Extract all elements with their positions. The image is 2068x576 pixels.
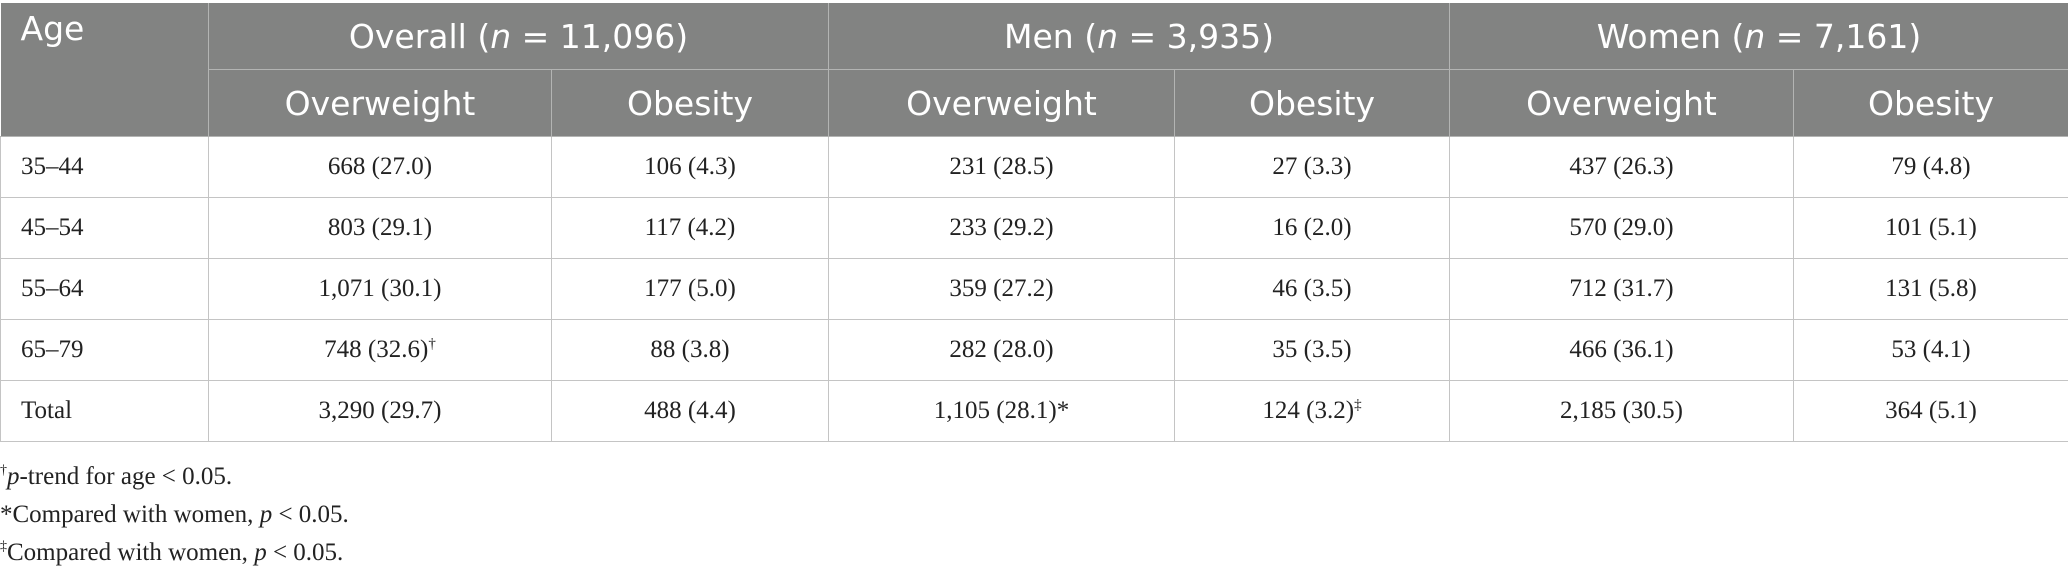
table-body: 35–44 668 (27.0) 106 (4.3) 231 (28.5) 27 (3.…	[0, 136, 2068, 442]
value-cell: 233 (29.2)	[828, 197, 1175, 259]
table-row: 45–54 803 (29.1) 117 (4.2) 233 (29.2) 16 (2.…	[0, 197, 2068, 259]
table-row: 65–79 748 (32.6)† 88 (3.8) 282 (28.0) 35 (3.…	[0, 319, 2068, 381]
value-cell: 668 (27.0)	[208, 136, 552, 198]
value-cell: 16 (2.0)	[1174, 197, 1450, 259]
footnote-marker: ‡	[1354, 397, 1362, 413]
value-cell: 117 (4.2)	[551, 197, 829, 259]
age-cell: 45–54	[0, 197, 209, 259]
subheader-overall-obesity: Obesity	[551, 69, 829, 137]
subheader-men-overweight: Overweight	[828, 69, 1175, 137]
cell-value: 748 (32.6)	[324, 336, 429, 363]
value-cell: 131 (5.8)	[1793, 258, 2068, 320]
group-header-overall: Overall (n = 11,096)	[208, 3, 829, 70]
cell-value: 437 (26.3)	[1569, 153, 1674, 180]
value-cell: 106 (4.3)	[551, 136, 829, 198]
footnotes: †p-trend for age < 0.05. *Compared with …	[0, 458, 349, 572]
age-cell: 55–64	[0, 258, 209, 320]
value-cell: 2,185 (30.5)	[1449, 380, 1794, 442]
value-cell: 570 (29.0)	[1449, 197, 1794, 259]
group-header-women: Women (n = 7,161)	[1449, 3, 2068, 70]
value-cell: 3,290 (29.7)	[208, 380, 552, 442]
cell-value: 101 (5.1)	[1885, 214, 1977, 241]
cell-value: 27 (3.3)	[1272, 153, 1352, 180]
cell-value: 131 (5.8)	[1885, 275, 1977, 302]
cell-value: 117 (4.2)	[644, 214, 736, 241]
subheader-women-obesity: Obesity	[1793, 69, 2068, 137]
footnote-trend: †p-trend for age < 0.05.	[0, 463, 233, 490]
cell-value: 1,105 (28.1)*	[933, 397, 1070, 424]
cell-value: 106 (4.3)	[644, 153, 736, 180]
cell-value: 53 (4.1)	[1891, 336, 1971, 363]
age-header: Age	[0, 3, 209, 137]
age-cell: 65–79	[0, 319, 209, 381]
value-cell: 803 (29.1)	[208, 197, 552, 259]
cell-value: 46 (3.5)	[1272, 275, 1352, 302]
cell-value: 177 (5.0)	[644, 275, 736, 302]
subheader-men-obesity: Obesity	[1174, 69, 1450, 137]
value-cell: 1,105 (28.1)*	[828, 380, 1175, 442]
group-header-row: Age Overall (n = 11,096) Men (n = 3,935)…	[0, 3, 2068, 137]
table-row: Total 3,290 (29.7) 488 (4.4) 1,105 (28.1)* 1…	[0, 380, 2068, 442]
footnote-men-overweight: *Compared with women, p < 0.05.	[0, 501, 349, 528]
cell-value: 1,071 (30.1)	[318, 275, 442, 302]
value-cell: 124 (3.2)‡	[1174, 380, 1450, 442]
value-cell: 364 (5.1)	[1793, 380, 2068, 442]
cell-value: 803 (29.1)	[327, 214, 433, 241]
footnote-men-obesity: ‡Compared with women, p < 0.05.	[0, 539, 344, 566]
cell-value: 2,185 (30.5)	[1560, 397, 1683, 424]
cell-value: 88 (3.8)	[650, 336, 730, 363]
value-cell: 88 (3.8)	[551, 319, 829, 381]
value-cell: 46 (3.5)	[1174, 258, 1450, 320]
cell-value: 35 (3.5)	[1272, 336, 1352, 363]
value-cell: 27 (3.3)	[1174, 136, 1450, 198]
subheader-row: Overweight Obesity Overweight Obesity Ov…	[1, 69, 2068, 137]
value-cell: 712 (31.7)	[1449, 258, 1794, 320]
subheader-women-overweight: Overweight	[1449, 69, 1794, 137]
cell-value: 231 (28.5)	[949, 153, 1054, 180]
value-cell: 282 (28.0)	[828, 319, 1175, 381]
value-cell: 748 (32.6)†	[208, 319, 552, 381]
value-cell: 53 (4.1)	[1793, 319, 2068, 381]
subheader-overall-overweight: Overweight	[208, 69, 552, 137]
value-cell: 177 (5.0)	[551, 258, 829, 320]
table-row: 55–64 1,071 (30.1) 177 (5.0) 359 (27.2) 46 (…	[0, 258, 2068, 320]
value-cell: 231 (28.5)	[828, 136, 1175, 198]
value-cell: 359 (27.2)	[828, 258, 1175, 320]
value-cell: 79 (4.8)	[1793, 136, 2068, 198]
cell-value: 570 (29.0)	[1569, 214, 1674, 241]
cell-value: 16 (2.0)	[1272, 214, 1352, 241]
cell-value: 712 (31.7)	[1569, 275, 1674, 302]
cell-value: 668 (27.0)	[327, 153, 433, 180]
cell-value: 466 (36.1)	[1569, 336, 1674, 363]
value-cell: 1,071 (30.1)	[208, 258, 552, 320]
cell-value: 364 (5.1)	[1885, 397, 1977, 424]
cell-value: 79 (4.8)	[1891, 153, 1971, 180]
cell-value: 124 (3.2)	[1262, 397, 1355, 424]
value-cell: 101 (5.1)	[1793, 197, 2068, 259]
cell-value: 233 (29.2)	[949, 214, 1054, 241]
group-header-men: Men (n = 3,935)	[828, 3, 1450, 70]
value-cell: 488 (4.4)	[551, 380, 829, 442]
value-cell: 437 (26.3)	[1449, 136, 1794, 198]
prevalence-table: Age Overall (n = 11,096) Men (n = 3,935)…	[0, 3, 2068, 442]
cell-value: 359 (27.2)	[949, 275, 1054, 302]
footnote-marker: †	[428, 336, 436, 352]
value-cell: 35 (3.5)	[1174, 319, 1450, 381]
cell-value: 488 (4.4)	[644, 397, 736, 424]
table-row: 35–44 668 (27.0) 106 (4.3) 231 (28.5) 27 (3.…	[0, 136, 2068, 198]
cell-value: 282 (28.0)	[949, 336, 1054, 363]
age-cell: Total	[0, 380, 209, 442]
cell-value: 3,290 (29.7)	[318, 397, 442, 424]
age-cell: 35–44	[0, 136, 209, 198]
value-cell: 466 (36.1)	[1449, 319, 1794, 381]
